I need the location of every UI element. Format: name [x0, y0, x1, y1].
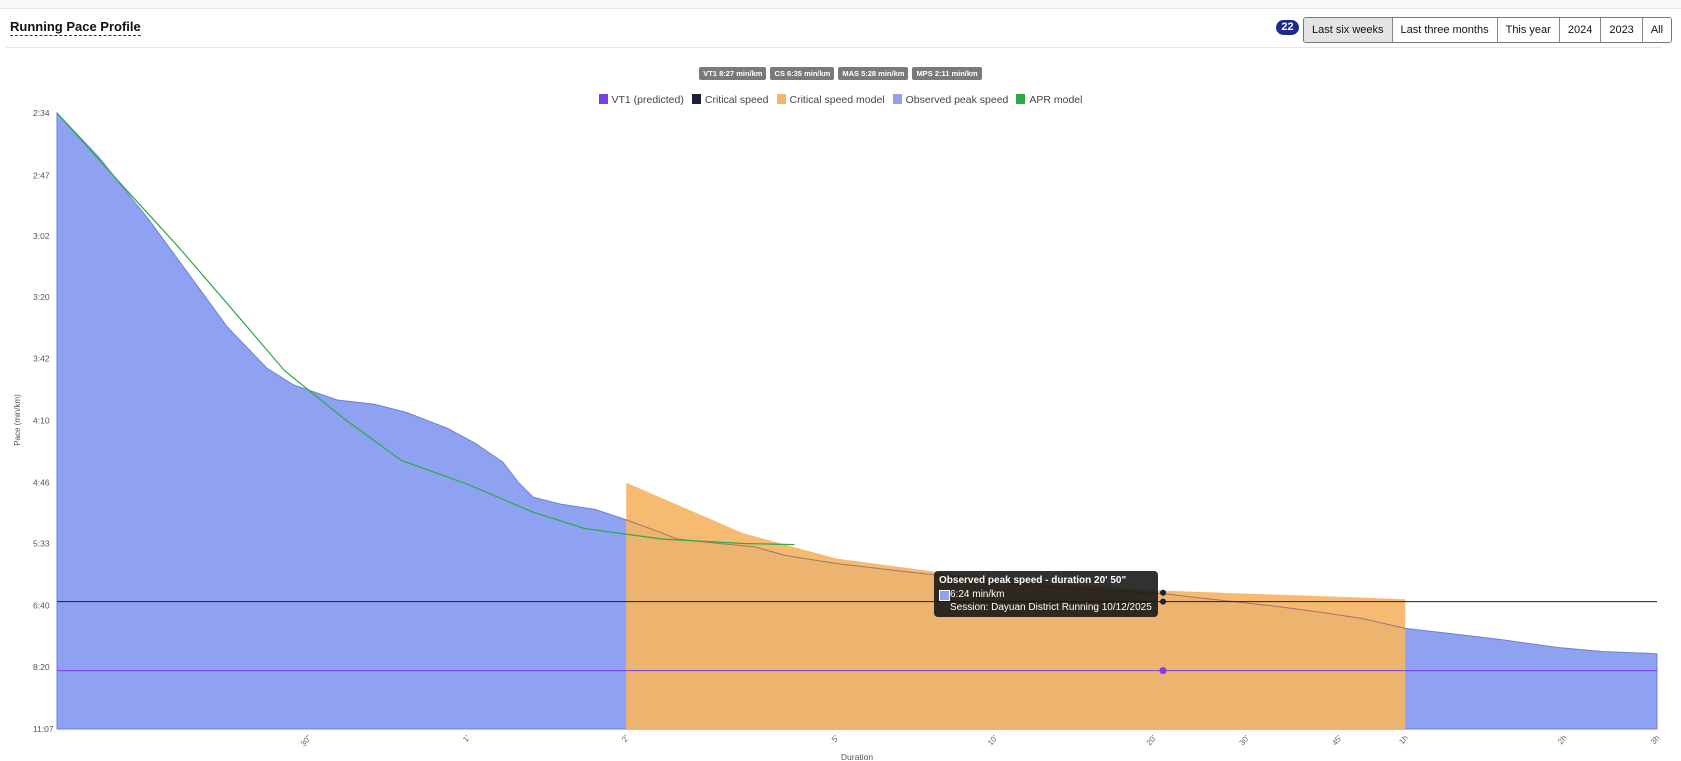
y-tick-label: 3:20: [33, 292, 50, 302]
x-tick-label: 30': [1238, 733, 1252, 747]
chip-mas: MAS 5:28 min/km: [838, 67, 909, 80]
tooltip-session: Session: Dayuan District Running 10/12/2…: [950, 602, 1152, 613]
count-badge: 22: [1276, 20, 1299, 35]
legend-item-critical-speed-model[interactable]: Critical speed model: [776, 94, 885, 106]
chip-vt1: VT1 8:27 min/km: [699, 67, 767, 80]
chip-mps: MPS 2:11 min/km: [912, 67, 982, 80]
filter-last-three-months-button[interactable]: Last three months: [1392, 18, 1498, 42]
tooltip-title: Observed peak speed - duration 20' 50": [939, 575, 1127, 586]
tooltip-value: 6:24 min/km: [950, 589, 1005, 600]
legend-swatch: [892, 94, 902, 104]
legend-swatch: [598, 94, 608, 104]
tooltip-swatch: [939, 590, 950, 601]
x-tick-label: 2': [620, 733, 631, 744]
page-title[interactable]: Running Pace Profile: [10, 19, 141, 36]
legend-swatch: [1016, 94, 1026, 104]
x-tick-label: 10': [986, 733, 1000, 747]
filter-last-six-weeks-button[interactable]: Last six weeks: [1304, 18, 1393, 42]
vt1-marker[interactable]: [1159, 667, 1167, 675]
x-tick-label: 1': [461, 733, 472, 744]
x-tick-label: 45': [1330, 733, 1344, 747]
y-tick-label: 8:20: [33, 662, 50, 672]
x-tick-label: 2h: [1556, 734, 1569, 747]
x-tick-label: 20': [1145, 733, 1159, 747]
header: Running Pace Profile: [0, 9, 1681, 47]
chip-cs: CS 6:35 min/km: [770, 67, 835, 80]
y-tick-label: 3:02: [33, 231, 50, 241]
y-axis-title: Pace (min/km): [13, 394, 22, 446]
filter-this-year-button[interactable]: This year: [1497, 18, 1560, 42]
chart-tooltip: Observed peak speed - duration 20' 50" 6…: [934, 571, 1158, 617]
y-tick-label: 4:10: [33, 416, 50, 426]
legend-label: Observed peak speed: [905, 94, 1009, 106]
x-tick-label: 1h: [1397, 734, 1410, 747]
x-tick-label: 3h: [1649, 734, 1662, 747]
y-tick-label: 4:46: [33, 478, 50, 488]
y-tick-label: 2:47: [33, 170, 50, 180]
header-divider: [6, 47, 1662, 48]
legend-item-vt1[interactable]: VT1 (predicted): [598, 94, 684, 106]
period-filter-group: Last six weeks Last three months This ye…: [1303, 17, 1673, 43]
top-border: [0, 0, 1681, 9]
legend-label: Critical speed model: [789, 94, 885, 106]
hover-point-observed: [1160, 589, 1167, 596]
legend-swatch: [776, 94, 786, 104]
y-tick-label: 11:07: [33, 724, 54, 734]
legend-item-observed-peak-speed[interactable]: Observed peak speed: [892, 94, 1009, 106]
chart-legend: VT1 (predicted) Critical speed Critical …: [0, 94, 1681, 106]
apr-model-line[interactable]: [56, 112, 795, 546]
y-tick-label: 6:40: [33, 601, 50, 611]
filter-2024-button[interactable]: 2024: [1559, 18, 1602, 42]
legend-swatch: [691, 94, 701, 104]
legend-label: VT1 (predicted): [611, 94, 684, 106]
x-tick-label: 30": [299, 733, 314, 748]
filter-all-button[interactable]: All: [1642, 18, 1672, 42]
y-tick-label: 5:33: [33, 539, 50, 549]
legend-item-apr-model[interactable]: APR model: [1016, 94, 1082, 106]
metric-chips: VT1 8:27 min/km CS 6:35 min/km MAS 5:28 …: [0, 67, 1681, 80]
y-tick-label: 3:42: [33, 353, 50, 363]
legend-label: APR model: [1029, 94, 1083, 106]
y-tick-label: 2:34: [33, 108, 50, 118]
x-tick-label: 5': [830, 733, 841, 744]
x-axis-title: Duration: [841, 752, 873, 761]
hover-point-critical-speed: [1160, 598, 1167, 605]
legend-label: Critical speed: [704, 94, 769, 106]
legend-item-critical-speed[interactable]: Critical speed: [691, 94, 769, 106]
filter-2023-button[interactable]: 2023: [1601, 18, 1643, 42]
